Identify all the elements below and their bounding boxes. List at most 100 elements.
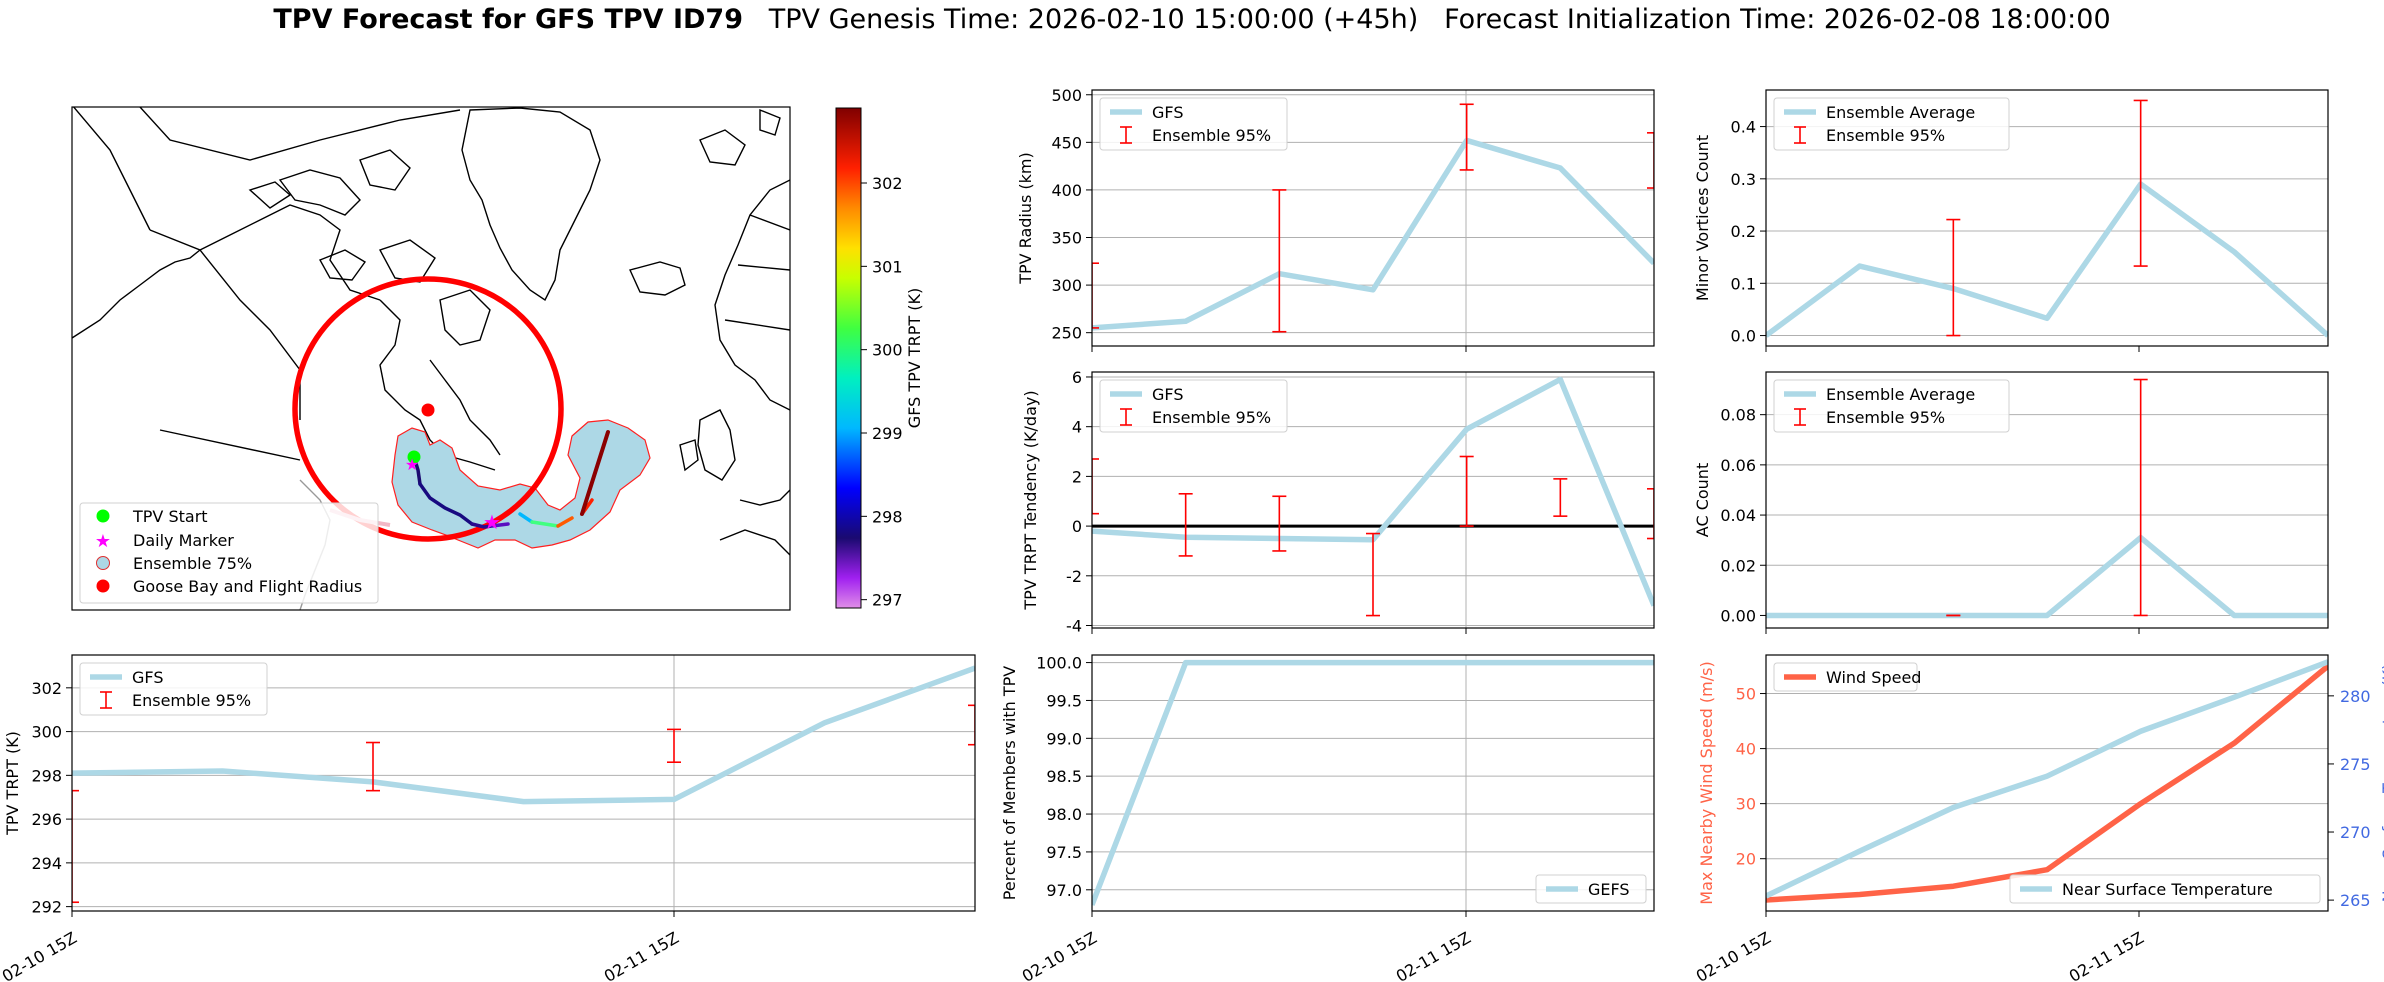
map-frame bbox=[71, 106, 791, 611]
legend-label-ensemble: Ensemble 95% bbox=[132, 691, 251, 710]
ytick-label-trpt-2: 296 bbox=[31, 810, 62, 829]
panel-bg-members bbox=[1092, 655, 1654, 911]
coastline-greenland bbox=[461, 107, 601, 302]
ytick-label-members-2: 98.0 bbox=[1046, 805, 1082, 824]
ytick-label-wind-0: 20 bbox=[1736, 850, 1756, 869]
errorbar-tendency-4 bbox=[1459, 455, 1474, 527]
ytick-label-trpt-0: 292 bbox=[31, 898, 62, 917]
panel-frame-minor bbox=[1765, 89, 2329, 347]
legend-radius: GFS Ensemble 95% bbox=[1099, 97, 1288, 151]
track-segment-5 bbox=[518, 512, 534, 524]
border-europe-1 bbox=[749, 214, 790, 231]
panel-frame-ac bbox=[1765, 371, 2329, 629]
ytick-label-trpt-1: 294 bbox=[31, 854, 62, 873]
ytick-label-radius-0: 250 bbox=[1051, 324, 1082, 343]
ytick-label-radius-1: 300 bbox=[1051, 276, 1082, 295]
ylabel-wind: Max Nearby Wind Speed (m/s) bbox=[1697, 661, 1716, 904]
ylabel2-wind: Near Surface Temperature (K) bbox=[2379, 664, 2384, 903]
ytick2-label-1: 270 bbox=[2340, 823, 2371, 842]
ylabel-radius: TPV Radius (km) bbox=[1016, 152, 1035, 285]
legend-box bbox=[79, 662, 268, 716]
errorbar-radius-0 bbox=[1092, 262, 1099, 329]
errorbar-tendency-2 bbox=[1272, 495, 1287, 552]
legend-daily-marker-icon: ★ bbox=[95, 531, 111, 552]
panel-frame-members bbox=[1091, 654, 1655, 912]
track-segment-2 bbox=[418, 482, 474, 526]
map-legend: TPV Start ★ Daily Marker Ensemble 75% Go… bbox=[79, 502, 379, 604]
ylabel-tendency: TPV TRPT Tendency (K/day) bbox=[1021, 390, 1040, 610]
coastline-arctic-1 bbox=[199, 204, 381, 301]
legend-box bbox=[1099, 379, 1288, 433]
track-segment-4 bbox=[490, 522, 510, 528]
panel-radius: 250 300 350 400 450 500 TPV Radius (km) GFS Ense… bbox=[1016, 86, 1655, 352]
legend-box-temp bbox=[2009, 874, 2321, 904]
title-bold: TPV Forecast for GFS TPV ID79 bbox=[273, 4, 743, 35]
coastline-svalbard bbox=[699, 129, 746, 166]
country-border-west bbox=[149, 229, 301, 420]
ytick-label-radius-3: 400 bbox=[1051, 181, 1082, 200]
colorbar-bar bbox=[835, 107, 862, 609]
colorbar-tick-label-3: 300 bbox=[872, 341, 903, 360]
legend-ensemble-icon bbox=[96, 556, 110, 570]
legend-wind: Wind Speed Near Surface Temperature bbox=[1773, 662, 2321, 904]
ytick-label-wind-1: 30 bbox=[1736, 795, 1756, 814]
panel-members: 97.0 97.5 98.0 98.5 99.0 99.5 100.0 Percent of … bbox=[1000, 654, 1655, 982]
ytick-label-trpt-5: 302 bbox=[31, 679, 62, 698]
colorbar-tick-label-0: 297 bbox=[872, 591, 903, 610]
coastline-arctic-6 bbox=[248, 181, 292, 209]
xtick-label-members-1: 02-11 15Z bbox=[1393, 928, 1474, 982]
legend-box bbox=[1099, 97, 1288, 151]
border-us-canada bbox=[159, 429, 301, 461]
ytick-label-members-4: 99.0 bbox=[1046, 729, 1082, 748]
ylabel-trpt: TPV TRPT (K) bbox=[3, 731, 22, 836]
ytick-label-minor-3: 0.3 bbox=[1731, 170, 1756, 189]
legend-label-ensemble: Ensemble 95% bbox=[1152, 408, 1271, 427]
xtick-label-members-0: 02-10 15Z bbox=[1019, 928, 1100, 982]
coastline-britain bbox=[697, 409, 736, 481]
coastline-alaska bbox=[72, 249, 201, 339]
panel-wind: 20 30 40 50 265 270 275 280 Near Surface Tempera… bbox=[1693, 654, 2384, 982]
ytick-label-wind-3: 50 bbox=[1736, 685, 1756, 704]
north-boundary bbox=[139, 107, 461, 161]
coastline-arctic-3 bbox=[359, 149, 411, 191]
colorbar-tick-label-1: 298 bbox=[872, 507, 903, 526]
ytick-label-wind-2: 40 bbox=[1736, 740, 1756, 759]
border-europe-3 bbox=[724, 319, 790, 331]
errorbar-radius-3 bbox=[1647, 132, 1654, 189]
panel-ac: 0.00 0.02 0.04 0.06 0.08 AC Count Ensemble Ave… bbox=[1693, 371, 2329, 634]
ytick-label-minor-1: 0.1 bbox=[1731, 274, 1756, 293]
ytick2-label-3: 280 bbox=[2340, 687, 2371, 706]
errorbar-tendency-5 bbox=[1553, 478, 1568, 517]
figure-title: TPV Forecast for GFS TPV ID79 TPV Genesi… bbox=[0, 4, 2384, 35]
coastline-scandinavia bbox=[714, 179, 790, 411]
title-genesis: TPV Genesis Time: 2026-02-10 15:00:00 (+… bbox=[768, 4, 1419, 35]
legend-box bbox=[1535, 874, 1647, 904]
xtick-label-wind-0: 02-10 15Z bbox=[1693, 928, 1774, 982]
ytick-label-members-3: 98.5 bbox=[1046, 767, 1082, 786]
daily-marker-2: ★ bbox=[405, 455, 419, 474]
errorbar-ac-1 bbox=[2133, 378, 2148, 617]
errorbar-minor-0 bbox=[1946, 218, 1961, 337]
ytick-label-members-0: 97.0 bbox=[1046, 881, 1082, 900]
ytick-label-ac-3: 0.06 bbox=[1720, 456, 1756, 475]
ytick-label-trpt-3: 298 bbox=[31, 766, 62, 785]
panel-tendency: -4 -2 0 2 4 6 TPV TRPT Tendency (K/day) GFS Ense… bbox=[1021, 368, 1655, 636]
panel-trpt: 292 294 296 298 300 302 TPV TRPT (K) 02-10 15Z 0… bbox=[0, 654, 976, 982]
coastline-arctic-5 bbox=[378, 239, 436, 283]
colorbar-label: GFS TPV TRPT (K) bbox=[905, 288, 924, 428]
ytick-label-radius-4: 450 bbox=[1051, 133, 1082, 152]
coastline-europe-west bbox=[739, 489, 790, 506]
ytick-label-tendency-3: 2 bbox=[1072, 467, 1082, 486]
ytick-label-members-5: 99.5 bbox=[1046, 691, 1082, 710]
legend-label-series: GFS bbox=[1152, 385, 1183, 404]
legend-label-ensemble: Ensemble 95% bbox=[1826, 408, 1945, 427]
ytick-label-radius-5: 500 bbox=[1051, 86, 1082, 105]
errorbar-trpt-2 bbox=[667, 728, 681, 764]
colorbar-tick-label-2: 299 bbox=[872, 424, 903, 443]
ytick-label-minor-0: 0.0 bbox=[1731, 327, 1756, 346]
ytick-label-minor-4: 0.4 bbox=[1731, 118, 1756, 137]
tpv-track bbox=[412, 430, 610, 529]
legend-goose-bay: Goose Bay and Flight Radius bbox=[133, 577, 362, 596]
colorbar-ticks: 297 298 299 300 301 302 bbox=[861, 174, 903, 610]
goose-bay-marker bbox=[421, 403, 435, 417]
